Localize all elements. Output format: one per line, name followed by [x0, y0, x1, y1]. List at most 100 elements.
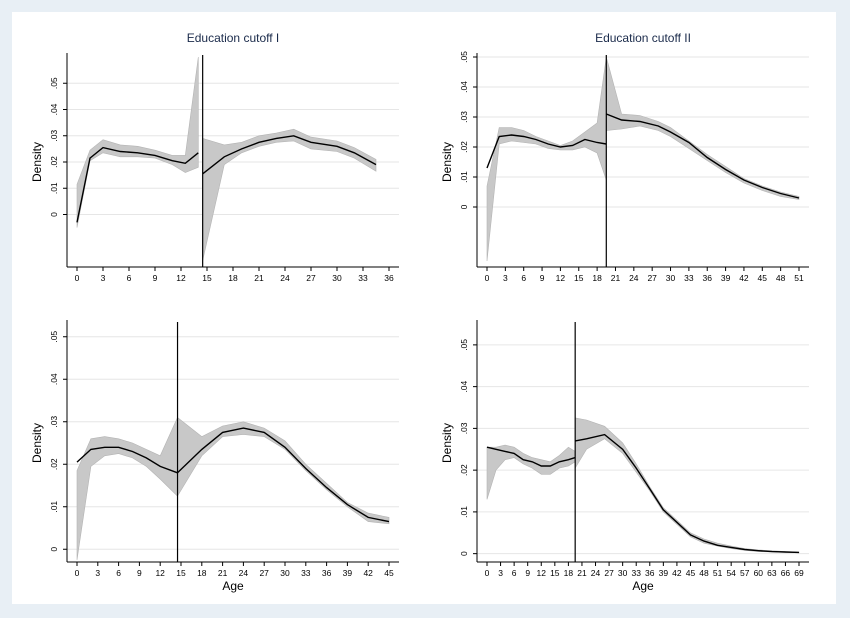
y-tick-label: 0 [49, 212, 59, 217]
x-axis-title: Age [632, 579, 654, 593]
x-tick-label: 39 [721, 273, 731, 283]
density-line [606, 113, 800, 199]
confidence-band [486, 444, 576, 500]
x-tick-label: 69 [794, 568, 804, 578]
confidence-band [76, 417, 178, 560]
x-tick-label: 18 [197, 568, 207, 578]
confidence-band [76, 56, 199, 228]
x-tick-label: 66 [781, 568, 791, 578]
x-tick-label: 9 [525, 568, 530, 578]
x-tick-label: 36 [703, 273, 713, 283]
x-tick-label: 45 [686, 568, 696, 578]
x-tick-label: 48 [699, 568, 709, 578]
confidence-band [202, 128, 377, 261]
x-tick-label: 57 [740, 568, 750, 578]
x-tick-label: 21 [611, 273, 621, 283]
y-tick-label: 0 [459, 204, 469, 209]
x-tick-label: 42 [672, 568, 682, 578]
y-tick-label: .05 [459, 51, 469, 63]
y-tick-label: .03 [49, 416, 59, 428]
y-tick-label: .02 [49, 458, 59, 470]
x-tick-label: 12 [537, 568, 547, 578]
x-tick-label: 24 [280, 273, 290, 283]
figure-frame: 0.01.02.03.04.05 0 3 6 9 12 15 18 21 24 27 30 33 36 Ed… [12, 12, 836, 604]
x-tick-label: 45 [758, 273, 768, 283]
x-tick-label: 45 [384, 568, 394, 578]
panel-title: Education cutoff I [187, 31, 280, 45]
y-tick-label: .04 [49, 373, 59, 385]
panel-title: Education cutoff II [595, 31, 691, 45]
x-tick-label: 51 [794, 273, 804, 283]
x-tick-label: 18 [592, 273, 602, 283]
y-tick-label: .01 [459, 171, 469, 183]
x-tick-label: 30 [666, 273, 676, 283]
y-tick-label: 0 [459, 551, 469, 556]
x-tick-label: 0 [75, 273, 80, 283]
x-tick-label: 3 [101, 273, 106, 283]
x-tick-label: 33 [631, 568, 641, 578]
y-tick-label: .04 [459, 380, 469, 392]
x-tick-label: 21 [218, 568, 228, 578]
x-tick-label: 24 [591, 568, 601, 578]
x-tick-label: 24 [239, 568, 249, 578]
x-tick-label: 12 [176, 273, 186, 283]
y-tick-label: .01 [49, 182, 59, 194]
y-axis-title: Density [440, 423, 454, 463]
x-tick-label: 15 [574, 273, 584, 283]
x-tick-label: 12 [155, 568, 165, 578]
panel-education-cutoff-1: 0.01.02.03.04.050 3 6 9 12 15 18 21 24 27 30 33 36Ed… [30, 31, 399, 283]
confidence-band [606, 56, 800, 200]
confidence-band [574, 417, 800, 554]
x-tick-label: 9 [540, 273, 545, 283]
density-line [76, 146, 199, 223]
x-tick-label: 42 [739, 273, 749, 283]
x-tick-label: 6 [116, 568, 121, 578]
x-tick-label: 30 [280, 568, 290, 578]
x-tick-label: 60 [754, 568, 764, 578]
x-tick-label: 9 [137, 568, 142, 578]
y-tick-label: .03 [459, 111, 469, 123]
y-tick-label: .02 [49, 156, 59, 168]
x-tick-label: 51 [713, 568, 723, 578]
x-tick-label: 0 [485, 273, 490, 283]
y-tick-label: .05 [459, 339, 469, 351]
density-line [486, 446, 576, 467]
x-tick-label: 18 [564, 568, 574, 578]
x-tick-label: 36 [645, 568, 655, 578]
density-line [177, 427, 390, 523]
x-tick-label: 36 [384, 273, 394, 283]
confidence-band [486, 56, 607, 262]
x-tick-label: 3 [498, 568, 503, 578]
panel-education-cutoff-2: 0.01.02.03.04.050 3 6 9 12 15 18 21 24 27 30 33 36 39… [440, 31, 809, 283]
x-axis-title: Age [222, 579, 244, 593]
x-tick-label: 0 [485, 568, 490, 578]
y-tick-label: .05 [49, 77, 59, 89]
density-line [202, 135, 377, 175]
x-tick-label: 39 [343, 568, 353, 578]
confidence-band [177, 416, 390, 525]
x-tick-label: 12 [556, 273, 566, 283]
x-tick-label: 21 [254, 273, 264, 283]
x-tick-label: 6 [521, 273, 526, 283]
x-tick-label: 3 [95, 568, 100, 578]
density-line [575, 433, 800, 554]
panel-age-cutoff-2: 0.01.02.03.04.050 3 6 9 12 15 18 21 24 27 30 33 36 39… [440, 320, 809, 593]
x-tick-label: 27 [259, 568, 269, 578]
x-tick-label: 33 [301, 568, 311, 578]
x-tick-label: 21 [577, 568, 587, 578]
x-tick-label: 15 [202, 273, 212, 283]
x-tick-label: 42 [363, 568, 373, 578]
x-tick-label: 15 [176, 568, 186, 578]
x-tick-label: 27 [647, 273, 657, 283]
x-tick-label: 6 [512, 568, 517, 578]
y-tick-label: .03 [49, 130, 59, 142]
x-tick-label: 24 [629, 273, 639, 283]
y-tick-label: .05 [49, 331, 59, 343]
density-line [76, 446, 178, 474]
y-tick-label: .03 [459, 422, 469, 434]
y-tick-label: .04 [49, 103, 59, 115]
x-tick-label: 33 [684, 273, 694, 283]
y-tick-label: 0 [49, 547, 59, 552]
x-tick-label: 33 [358, 273, 368, 283]
x-tick-label: 63 [767, 568, 777, 578]
